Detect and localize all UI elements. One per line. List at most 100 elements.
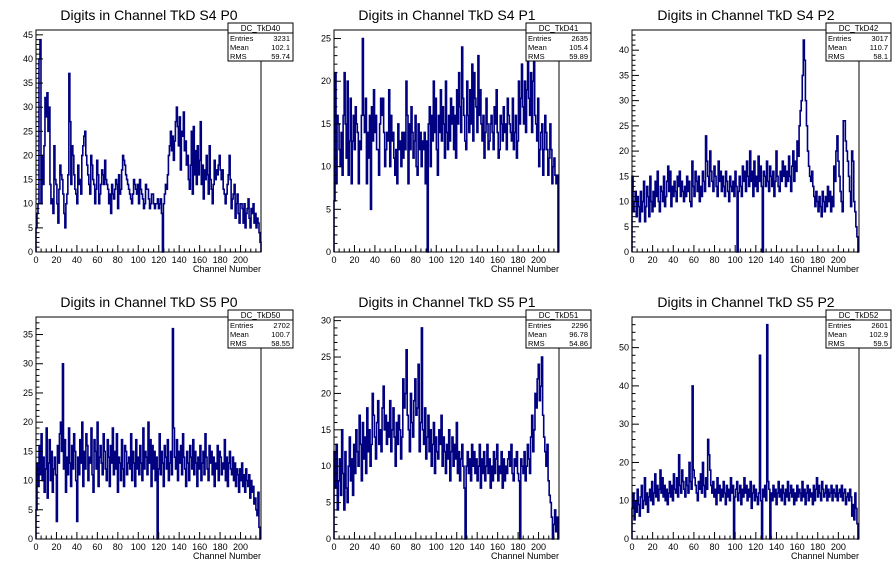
x-tick-label: 180	[213, 542, 228, 552]
y-tick-label: 0	[28, 247, 33, 257]
x-tick-label: 60	[92, 255, 102, 265]
stats-name: DC_TkD52	[839, 311, 879, 320]
stats-label: Mean	[828, 330, 847, 339]
y-tick-label: 30	[23, 359, 33, 369]
stats-label: RMS	[230, 339, 247, 348]
histogram-panel-s5-p2: Digits in Channel TkD S5 P2 0 20 40 60 80 100 1…	[596, 287, 896, 574]
x-tick-label: 140	[769, 255, 784, 265]
stats-name: DC_TkD41	[539, 24, 579, 33]
y-tick-label: 25	[23, 388, 33, 398]
stats-label: Mean	[230, 330, 249, 339]
stats-name: DC_TkD51	[539, 311, 579, 320]
x-tick-label: 180	[213, 255, 228, 265]
y-tick-label: 0	[624, 534, 629, 544]
x-tick-label: 20	[349, 542, 359, 552]
x-tick-label: 140	[470, 255, 485, 265]
y-tick-label: 0	[326, 247, 331, 257]
stats-value: 3017	[871, 34, 888, 43]
stats-label: Mean	[528, 43, 547, 52]
y-tick-label: 15	[321, 119, 331, 129]
x-tick-label: 200	[831, 255, 846, 265]
x-tick-label: 160	[790, 255, 805, 265]
y-tick-label: 0	[326, 534, 331, 544]
y-tick-label: 5	[624, 222, 629, 232]
stats-label: Mean	[528, 330, 547, 339]
chart-title: Digits in Channel TkD S4 P2	[657, 7, 834, 23]
x-tick-label: 120	[151, 255, 166, 265]
x-tick-label: 160	[490, 255, 505, 265]
y-tick-label: 10	[619, 496, 629, 506]
x-tick-label: 200	[531, 542, 546, 552]
x-tick-label: 80	[411, 542, 421, 552]
stats-label: Entries	[528, 321, 552, 330]
stats-label: Entries	[828, 34, 852, 43]
x-axis-title: Channel Number	[791, 264, 859, 274]
stats-value: 59.5	[873, 339, 888, 348]
y-tick-label: 10	[321, 162, 331, 172]
stats-value: 2296	[571, 321, 588, 330]
histogram-panel-s5-p1: Digits in Channel TkD S5 P1 0 20 40 60 80 100 1…	[298, 287, 596, 574]
y-tick-label: 25	[321, 352, 331, 362]
stats-label: RMS	[528, 339, 545, 348]
x-tick-label: 120	[748, 542, 763, 552]
y-tick-label: 40	[23, 54, 33, 64]
y-tick-label: 35	[619, 70, 629, 80]
stats-value: 3231	[273, 34, 290, 43]
x-tick-label: 100	[728, 542, 743, 552]
x-tick-label: 200	[831, 542, 846, 552]
stats-label: Mean	[828, 43, 847, 52]
stats-label: Entries	[230, 34, 254, 43]
chart-title: Digits in Channel TkD S4 P0	[60, 7, 237, 23]
stats-label: Entries	[828, 321, 852, 330]
x-tick-label: 160	[490, 542, 505, 552]
histogram-panel-s5-p0: Digits in Channel TkD S5 P0 0 20 40 60 80 100 1…	[0, 287, 298, 574]
plot-frame	[631, 316, 860, 540]
x-tick-label: 180	[810, 255, 825, 265]
y-tick-label: 45	[23, 30, 33, 40]
y-tick-label: 25	[321, 34, 331, 44]
y-tick-label: 30	[23, 102, 33, 112]
x-tick-label: 180	[511, 542, 526, 552]
x-tick-label: 180	[511, 255, 526, 265]
x-tick-label: 80	[113, 542, 123, 552]
histogram-series	[35, 38, 262, 253]
y-tick-label: 35	[23, 330, 33, 340]
stats-label: RMS	[828, 52, 845, 61]
y-tick-label: 15	[23, 446, 33, 456]
x-tick-label: 0	[629, 255, 634, 265]
x-tick-label: 0	[33, 542, 38, 552]
x-tick-label: 40	[370, 255, 380, 265]
x-tick-label: 120	[748, 255, 763, 265]
histogram-series	[35, 327, 261, 540]
x-tick-label: 20	[51, 255, 61, 265]
histogram-panel-s4-p1: Digits in Channel TkD S4 P1 0 20 40 60 80 100 1…	[298, 0, 596, 287]
x-tick-label: 40	[370, 542, 380, 552]
x-tick-label: 40	[668, 255, 678, 265]
y-tick-label: 0	[28, 534, 33, 544]
x-tick-label: 140	[172, 542, 187, 552]
histogram-series	[631, 39, 859, 253]
histogram-s4-p2: Digits in Channel TkD S4 P20 20 40 60 80 100 1…	[619, 7, 892, 274]
x-axis-title: Channel Number	[193, 264, 261, 274]
stats-box	[227, 309, 294, 349]
x-tick-label: 140	[769, 542, 784, 552]
x-tick-label: 0	[33, 255, 38, 265]
x-tick-label: 0	[629, 542, 634, 552]
x-tick-label: 200	[233, 542, 248, 552]
x-tick-label: 80	[113, 255, 123, 265]
histogram-series	[333, 327, 559, 540]
histogram-s5-p1: Digits in Channel TkD S5 P10 20 40 60 80 100 1…	[321, 294, 592, 561]
y-tick-label: 40	[619, 45, 629, 55]
y-tick-label: 20	[321, 388, 331, 398]
histogram-s4-p1: Digits in Channel TkD S4 P10 20 40 60 80 100 1…	[321, 7, 592, 274]
y-tick-label: 5	[326, 204, 331, 214]
x-tick-label: 60	[689, 255, 699, 265]
y-tick-label: 35	[23, 78, 33, 88]
x-tick-label: 200	[531, 255, 546, 265]
x-tick-label: 40	[72, 542, 82, 552]
y-tick-label: 25	[619, 121, 629, 131]
histogram-s5-p0: Digits in Channel TkD S5 P00 20 40 60 80 100 1…	[23, 294, 294, 561]
y-tick-label: 15	[321, 425, 331, 435]
x-tick-label: 120	[449, 542, 464, 552]
